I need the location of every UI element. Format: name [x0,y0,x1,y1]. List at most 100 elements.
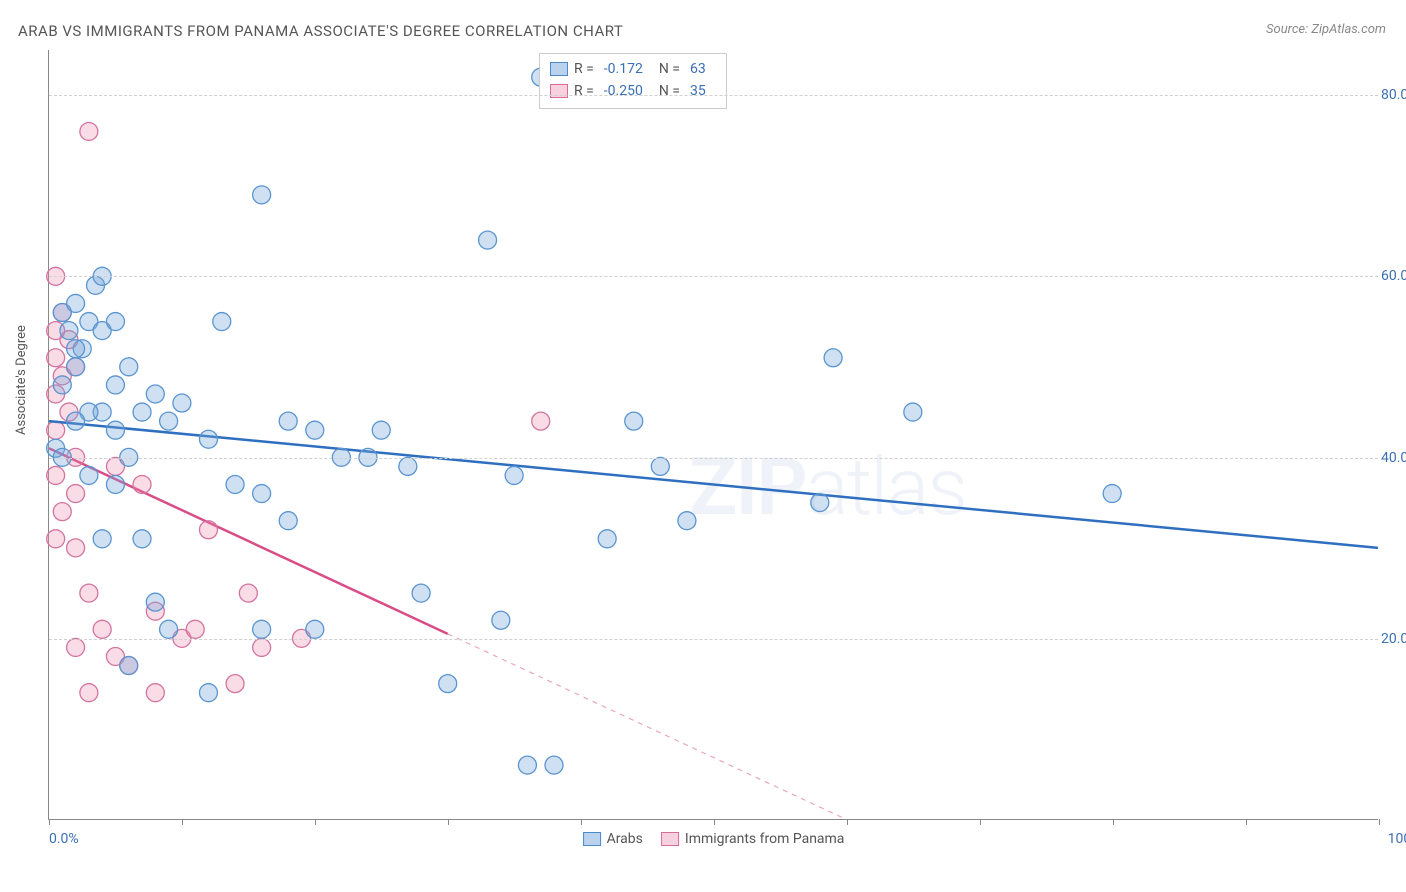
blue-point [67,358,85,376]
blue-point [904,403,922,421]
blue-point [106,313,124,331]
legend-swatch [583,832,601,846]
pink-trend-dashed [448,634,847,820]
blue-point [545,756,563,774]
legend-correlation: R = -0.172 N = 63 R = -0.250 N = 35 [539,53,727,109]
pink-point [80,684,98,702]
y-tick-label: 60.0% [1381,268,1406,284]
blue-point [120,358,138,376]
pink-point [93,620,111,638]
pink-point [253,638,271,656]
blue-point [146,593,164,611]
blue-point [213,313,231,331]
blue-point [253,485,271,503]
blue-point [479,231,497,249]
pink-point [199,521,217,539]
blue-point [279,412,297,430]
y-tick-label: 80.0% [1381,87,1406,103]
blue-point [67,340,85,358]
gridline [49,639,1378,640]
blue-point [492,611,510,629]
blue-point [133,403,151,421]
pink-point [146,684,164,702]
pink-point [80,584,98,602]
blue-point [824,349,842,367]
x-tick [1113,819,1114,825]
pink-point [133,475,151,493]
x-tick [448,819,449,825]
x-tick [847,819,848,825]
blue-point [199,684,217,702]
legend-series: Arabs Immigrants from Panama [583,831,845,847]
blue-point [253,186,271,204]
blue-point [80,466,98,484]
x-tick [980,819,981,825]
legend-r-value: -0.172 [604,58,643,80]
y-tick-label: 40.0% [1381,450,1406,466]
legend-r-label: R = [574,58,594,80]
legend-r-value: -0.250 [604,80,643,102]
blue-point [811,494,829,512]
blue-point [93,530,111,548]
blue-point [399,457,417,475]
gridline [49,458,1378,459]
blue-point [199,430,217,448]
pink-point [239,584,257,602]
pink-point [532,412,550,430]
blue-point [1103,485,1121,503]
blue-point [120,657,138,675]
pink-point [67,638,85,656]
blue-point [372,421,390,439]
blue-point [412,584,430,602]
blue-point [60,322,78,340]
legend-row: R = -0.250 N = 35 [550,80,716,102]
gridline [49,95,1378,96]
blue-point [678,512,696,530]
legend-r-label: R = [574,80,594,102]
pink-point [226,675,244,693]
blue-point [173,394,191,412]
pink-point [186,620,204,638]
blue-point [106,475,124,493]
x-tick [49,819,50,825]
blue-point [146,385,164,403]
scatter-plot-svg [49,50,1378,819]
blue-point [505,466,523,484]
legend-n-value: 35 [690,80,706,102]
pink-point [67,485,85,503]
legend-swatch [661,832,679,846]
blue-point [226,475,244,493]
legend-series-label: Arabs [607,831,643,847]
blue-point [160,620,178,638]
chart-plot-area: ZIPatlas R = -0.172 N = 63 R = -0.250 N … [48,50,1378,820]
blue-point [67,412,85,430]
legend-series-label: Immigrants from Panama [685,831,845,847]
blue-point [651,457,669,475]
x-tick [581,819,582,825]
pink-point [47,349,65,367]
pink-point [47,421,65,439]
x-tick [714,819,715,825]
x-tick [1246,819,1247,825]
legend-n-label: N = [659,80,680,102]
blue-point [306,421,324,439]
x-tick-label-min: 0.0% [49,831,79,847]
blue-point [160,412,178,430]
blue-point [106,421,124,439]
y-axis-label: Associate's Degree [14,325,29,435]
legend-series-item: Immigrants from Panama [661,831,845,847]
legend-n-label: N = [659,58,680,80]
pink-point [80,122,98,140]
blue-point [518,756,536,774]
y-tick-label: 20.0% [1381,631,1406,647]
blue-point [306,620,324,638]
legend-series-item: Arabs [583,831,643,847]
pink-point [47,530,65,548]
x-tick-label-max: 100.0% [1388,831,1406,847]
legend-swatch [550,62,568,76]
pink-point [47,466,65,484]
blue-point [67,294,85,312]
blue-trend [49,421,1378,548]
blue-point [279,512,297,530]
blue-point [133,530,151,548]
